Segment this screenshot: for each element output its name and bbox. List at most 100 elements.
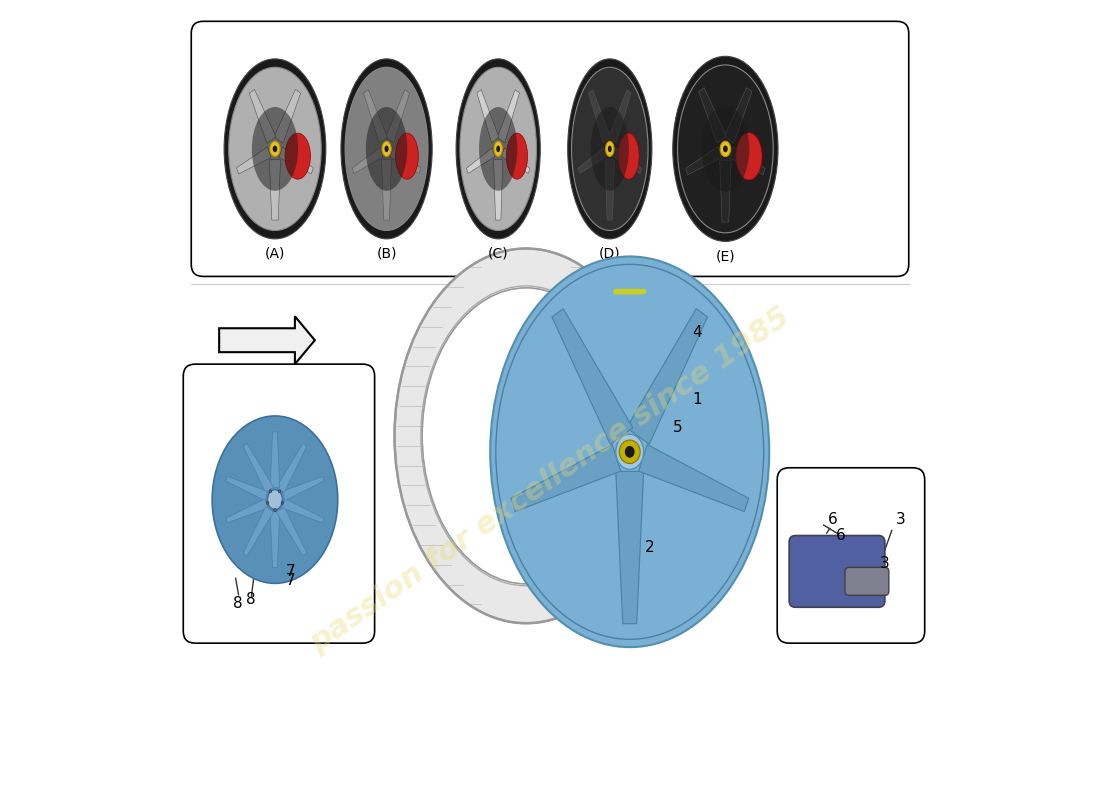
Polygon shape [477,90,499,142]
Polygon shape [502,148,530,174]
Polygon shape [390,147,421,174]
Text: 3: 3 [895,512,905,527]
Ellipse shape [267,490,283,510]
Polygon shape [719,160,732,222]
Ellipse shape [385,146,388,152]
Polygon shape [497,90,519,142]
Text: 7: 7 [286,564,296,579]
Text: (D): (D) [600,246,620,261]
Ellipse shape [491,257,769,647]
Ellipse shape [456,59,540,239]
Text: (C): (C) [488,246,508,261]
Polygon shape [627,309,707,444]
Ellipse shape [252,107,298,190]
Text: 1: 1 [693,393,702,407]
Ellipse shape [274,509,276,511]
Polygon shape [236,147,271,174]
Ellipse shape [273,146,277,152]
Text: (E): (E) [716,250,735,263]
Polygon shape [588,90,610,142]
Polygon shape [352,147,383,174]
Polygon shape [363,90,387,143]
Ellipse shape [591,107,629,190]
Ellipse shape [619,440,640,463]
Polygon shape [282,477,324,501]
Polygon shape [282,498,324,523]
Polygon shape [243,506,274,556]
Text: passion for excellence since 1985: passion for excellence since 1985 [305,302,795,658]
Polygon shape [219,316,315,364]
Ellipse shape [341,59,432,239]
Polygon shape [685,147,722,174]
Ellipse shape [506,133,528,179]
Polygon shape [609,90,631,142]
Polygon shape [466,148,495,174]
Polygon shape [639,445,749,511]
Ellipse shape [345,67,428,230]
Ellipse shape [396,133,418,179]
Polygon shape [729,147,766,174]
Text: (B): (B) [376,246,397,261]
Ellipse shape [616,434,644,470]
Polygon shape [271,512,279,567]
Polygon shape [279,147,313,174]
Ellipse shape [618,133,639,179]
Polygon shape [270,160,280,220]
Polygon shape [725,88,752,143]
Ellipse shape [382,142,392,157]
Text: 7: 7 [286,574,296,589]
Ellipse shape [212,416,338,583]
Text: 5: 5 [673,421,682,435]
Text: 6: 6 [828,512,838,527]
Polygon shape [494,160,503,220]
Polygon shape [274,90,300,143]
Ellipse shape [673,56,778,242]
Ellipse shape [702,106,749,192]
Polygon shape [276,443,307,493]
Polygon shape [250,90,276,143]
Ellipse shape [572,67,648,230]
Ellipse shape [266,502,268,504]
Ellipse shape [496,146,500,152]
Polygon shape [386,90,409,143]
Ellipse shape [678,65,773,233]
Ellipse shape [270,142,280,157]
Ellipse shape [282,502,284,504]
Text: (A): (A) [265,246,285,261]
Ellipse shape [224,59,326,239]
Ellipse shape [478,107,517,190]
Text: 3: 3 [880,556,890,571]
Text: 6: 6 [836,528,846,543]
Ellipse shape [720,141,730,157]
Ellipse shape [625,446,635,458]
Ellipse shape [270,490,272,493]
Ellipse shape [736,133,762,180]
Text: 4: 4 [693,325,702,340]
Ellipse shape [723,146,728,152]
Polygon shape [616,471,644,624]
Ellipse shape [366,107,407,190]
Polygon shape [510,445,620,511]
Polygon shape [226,498,268,523]
Ellipse shape [608,146,612,152]
Ellipse shape [229,67,321,230]
FancyBboxPatch shape [845,567,889,595]
Polygon shape [613,148,641,174]
Polygon shape [578,148,606,174]
Ellipse shape [568,59,652,239]
Text: 8: 8 [246,592,256,607]
Ellipse shape [460,67,537,230]
Ellipse shape [395,249,658,623]
Ellipse shape [285,133,310,179]
Polygon shape [382,160,392,220]
Ellipse shape [606,142,614,157]
Polygon shape [226,477,268,501]
Polygon shape [605,160,615,220]
Polygon shape [243,443,274,493]
Ellipse shape [421,286,631,586]
Text: 2: 2 [645,540,654,555]
Polygon shape [276,506,307,556]
Ellipse shape [494,142,503,157]
FancyBboxPatch shape [789,535,884,607]
Ellipse shape [278,490,280,493]
